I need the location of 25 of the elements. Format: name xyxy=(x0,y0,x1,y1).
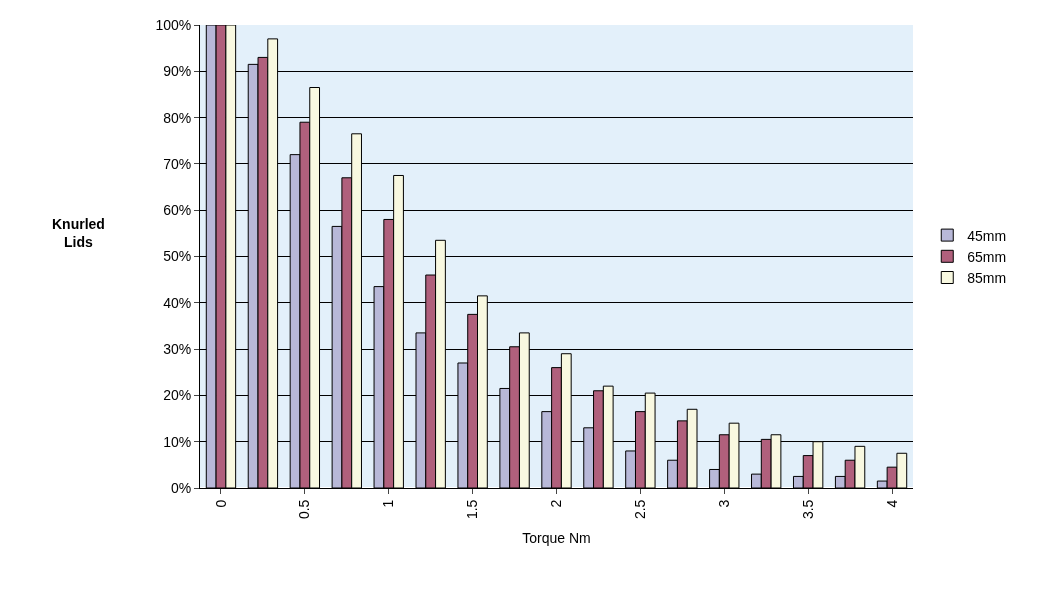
y-tick-label: 100% xyxy=(155,16,192,33)
legend-label: 45mm xyxy=(967,227,1007,244)
y-tick-label: 60% xyxy=(163,202,192,219)
legend-label: 85mm xyxy=(967,269,1007,286)
x-tick-label: 1 xyxy=(380,499,397,508)
y-tick-label: 90% xyxy=(163,63,192,80)
y-tick-label: 40% xyxy=(163,294,192,311)
y-tick-label: 20% xyxy=(163,387,192,404)
x-tick-label: 2 xyxy=(548,499,565,508)
y-axis-title: Knurled Lids xyxy=(52,216,105,251)
y-tick-label: 30% xyxy=(163,341,192,357)
x-tick-label: 3.5 xyxy=(799,499,816,520)
x-tick-label: 1.5 xyxy=(464,499,481,520)
x-tick-label: 3 xyxy=(715,499,732,508)
x-axis-title: Torque Nm xyxy=(522,530,591,547)
legend-label: 65mm xyxy=(967,248,1007,265)
y-tick-label: 50% xyxy=(163,248,192,265)
x-tick-label: 0 xyxy=(212,499,229,508)
y-tick-label: 0% xyxy=(170,479,192,496)
x-tick-label: 0.5 xyxy=(296,499,313,520)
y-tick-label: 70% xyxy=(163,155,192,172)
y-tick-label: 80% xyxy=(163,109,192,126)
y-tick-label: 10% xyxy=(163,433,192,450)
x-tick-label: 2.5 xyxy=(631,499,648,520)
x-tick-label: 4 xyxy=(883,499,900,508)
